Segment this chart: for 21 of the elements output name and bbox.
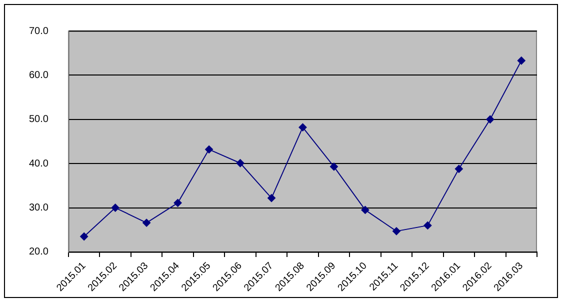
point: [205, 145, 214, 154]
y-tick-label: 20.0: [28, 246, 49, 258]
y-tick-label: 60.0: [28, 70, 49, 81]
y-tick-label: 30.0: [28, 202, 49, 214]
point: [236, 159, 244, 168]
point: [80, 232, 88, 240]
point: [330, 162, 338, 171]
point: [298, 123, 307, 132]
point: [174, 198, 182, 207]
y-tick-label: 70.0: [28, 26, 49, 37]
point: [392, 227, 400, 236]
point: [142, 218, 151, 227]
point: [517, 56, 526, 65]
point: [486, 115, 494, 124]
point: [111, 204, 120, 212]
point: [267, 194, 276, 202]
point: [454, 164, 463, 173]
y-tick-label: 40.0: [28, 158, 49, 170]
point: [424, 221, 432, 230]
point: [361, 206, 370, 214]
y-tick-label: 50.0: [28, 114, 49, 126]
